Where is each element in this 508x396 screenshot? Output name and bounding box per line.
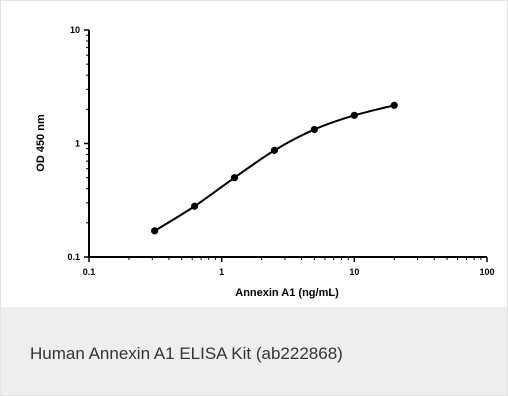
figure-caption: Human Annexin A1 ELISA Kit (ab222868): [30, 344, 343, 363]
axes: 0.1 1 10 100 0.1 1 10: [67, 25, 494, 277]
data-point: [151, 227, 159, 235]
series-line: [154, 104, 395, 232]
data-point: [230, 174, 239, 182]
y-tick-label: 0.1: [67, 252, 80, 262]
chart-panel: 0.1 1 10 100 0.1 1 10 OD 450 nm Annexin A1 (ng…: [1, 1, 507, 307]
data-point: [350, 111, 358, 119]
x-tick-label: 1: [219, 267, 224, 277]
y-axis-label: OD 450 nm: [35, 114, 47, 172]
plot-area: [151, 101, 398, 235]
x-tick-label: 100: [479, 267, 494, 277]
data-point: [310, 125, 318, 134]
data-point: [270, 146, 279, 154]
y-tick-label: 1: [75, 139, 80, 149]
standard-curve-chart: 0.1 1 10 100 0.1 1 10 OD 450 nm Annexin A1 (ng…: [35, 25, 495, 299]
data-point: [390, 101, 398, 109]
x-tick-label: 10: [349, 267, 359, 277]
caption-panel: Human Annexin A1 ELISA Kit (ab222868): [1, 307, 507, 395]
data-point: [190, 202, 199, 210]
x-tick-label: 0.1: [83, 267, 96, 277]
x-axis-label: Annexin A1 (ng/mL): [235, 287, 339, 299]
y-tick-label: 10: [70, 25, 80, 35]
